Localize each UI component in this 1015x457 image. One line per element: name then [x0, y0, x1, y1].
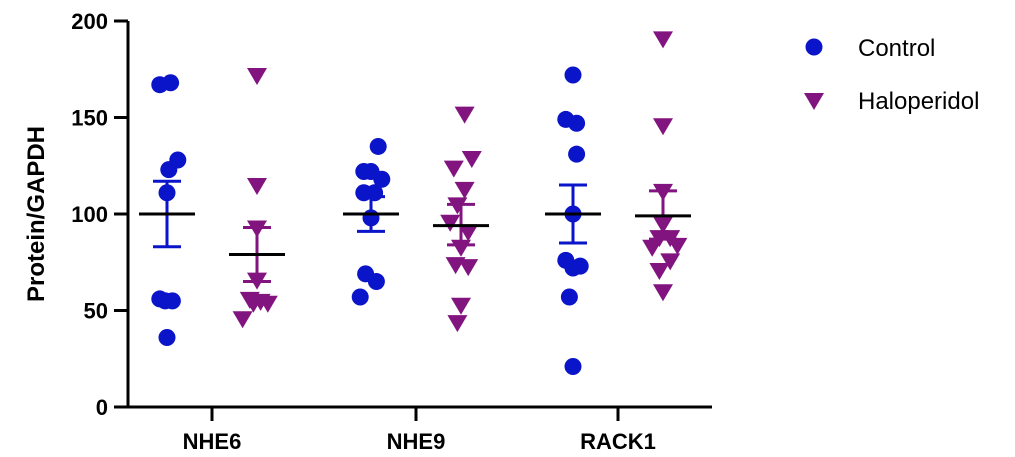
data-point [366, 184, 384, 202]
data-point [257, 295, 278, 313]
data-point [243, 295, 264, 313]
data-point [653, 284, 673, 302]
data-point [156, 292, 174, 310]
data-point [440, 214, 461, 232]
data-point [642, 239, 663, 257]
data-point [653, 31, 673, 49]
data-point [564, 259, 582, 277]
data-point [560, 288, 578, 306]
data-point [373, 170, 391, 188]
data-point [454, 106, 475, 124]
y-ticks: 0 50 100 150 200 [71, 9, 128, 420]
data-point [162, 74, 180, 92]
data-point [443, 160, 464, 178]
data-point [568, 145, 586, 163]
legend-label-haloperidol: Haloperidol [858, 88, 979, 115]
data-point [458, 259, 479, 277]
legend-marker-control [805, 38, 823, 56]
data-point [247, 68, 267, 86]
data-point [367, 273, 385, 291]
x-ticks: NHE6 NHE9 RACK1 [183, 407, 656, 454]
data-point [461, 151, 482, 169]
legend-label-control: Control [858, 35, 935, 62]
data-point [247, 178, 267, 196]
x-tick-label: NHE6 [183, 429, 242, 454]
x-tick-label: NHE9 [387, 429, 446, 454]
data-point [458, 224, 479, 242]
data-point [653, 118, 673, 136]
series-control [139, 66, 601, 375]
data-point [564, 357, 582, 375]
data-point [369, 137, 387, 155]
legend: Control Haloperidol [804, 35, 979, 115]
data-point [660, 253, 681, 271]
y-tick-label: 200 [71, 9, 108, 34]
data-point [568, 114, 586, 132]
data-point [447, 315, 468, 333]
data-point [564, 66, 582, 84]
data-point [454, 181, 475, 199]
data-point [351, 288, 369, 306]
axes [126, 21, 712, 409]
y-tick-label: 150 [71, 106, 108, 131]
data-point [160, 161, 178, 179]
y-tick-label: 50 [84, 299, 108, 324]
data-point [232, 311, 253, 329]
y-tick-label: 0 [96, 395, 108, 420]
data-point [451, 297, 471, 315]
data-marks [139, 31, 691, 375]
data-point [667, 237, 688, 255]
legend-marker-haloperidol [804, 93, 824, 110]
y-axis-title: Protein/GAPDH [23, 126, 50, 302]
series-haloperidol [229, 31, 691, 333]
y-tick-label: 100 [71, 202, 108, 227]
data-point [649, 262, 670, 280]
data-point [158, 329, 176, 347]
x-tick-label: RACK1 [580, 429, 656, 454]
